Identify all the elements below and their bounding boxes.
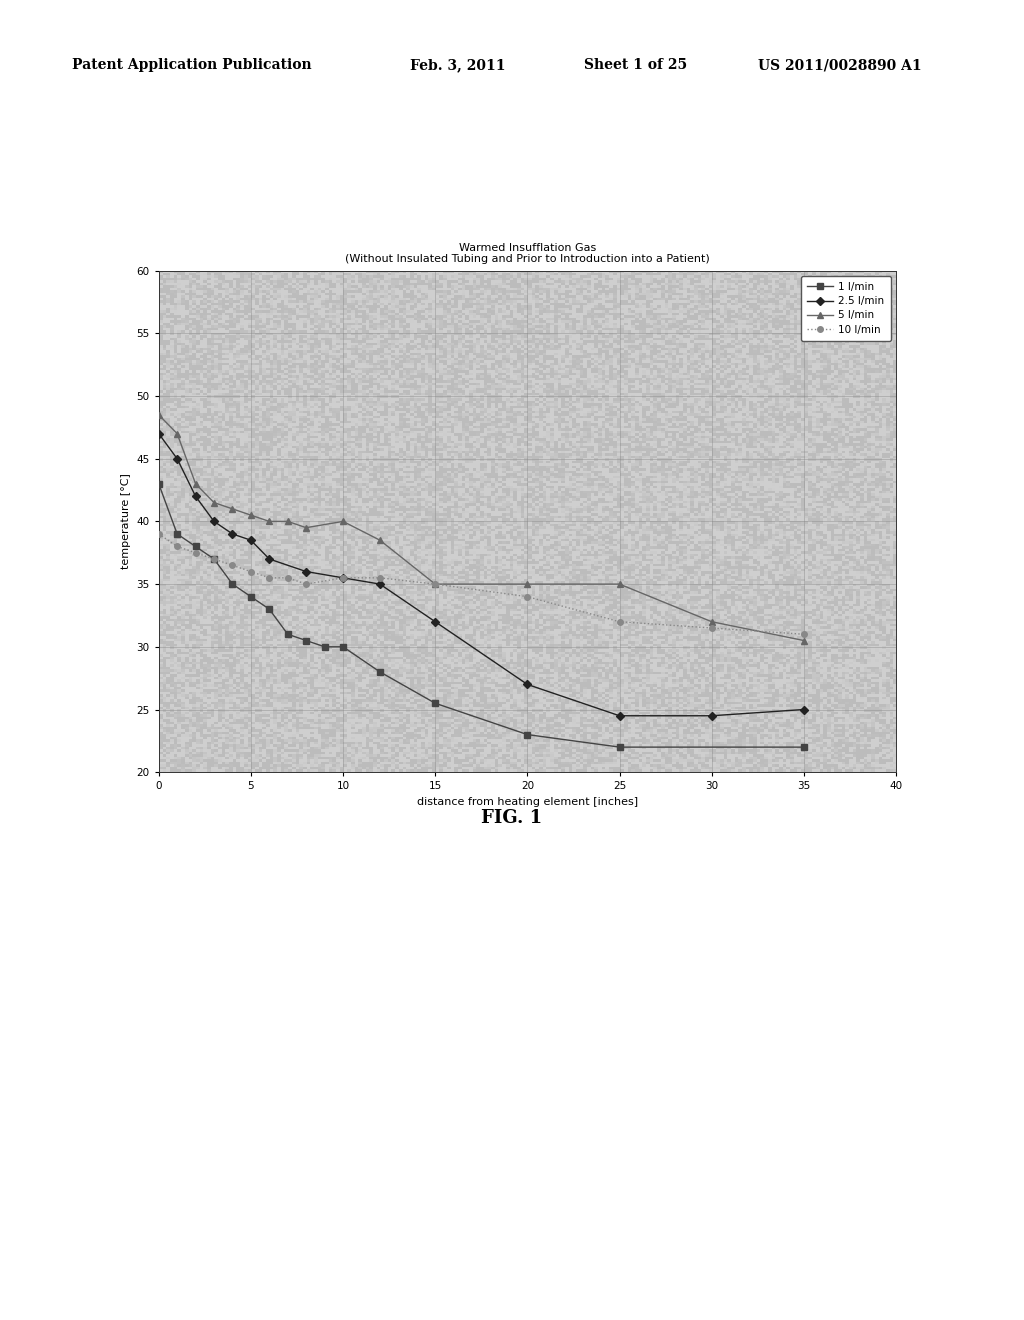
2.5 l/min <box>374 576 386 591</box>
1 l/min <box>429 696 441 711</box>
5 l/min <box>429 576 441 591</box>
Text: US 2011/0028890 A1: US 2011/0028890 A1 <box>758 58 922 73</box>
10 l/min <box>706 620 718 636</box>
Text: Patent Application Publication: Patent Application Publication <box>72 58 311 73</box>
2.5 l/min <box>429 614 441 630</box>
1 l/min <box>337 639 349 655</box>
2.5 l/min <box>613 708 626 723</box>
10 l/min <box>429 576 441 591</box>
2.5 l/min <box>208 513 220 529</box>
Line: 2.5 l/min: 2.5 l/min <box>156 430 807 718</box>
1 l/min <box>521 726 534 742</box>
Y-axis label: temperature [°C]: temperature [°C] <box>121 474 131 569</box>
10 l/min <box>208 552 220 568</box>
X-axis label: distance from heating element [inches]: distance from heating element [inches] <box>417 797 638 807</box>
5 l/min <box>798 632 810 648</box>
10 l/min <box>613 614 626 630</box>
2.5 l/min <box>171 451 183 467</box>
10 l/min <box>189 545 202 561</box>
Line: 1 l/min: 1 l/min <box>156 480 807 750</box>
1 l/min <box>171 527 183 543</box>
10 l/min <box>226 557 239 573</box>
2.5 l/min <box>226 527 239 543</box>
2.5 l/min <box>189 488 202 504</box>
2.5 l/min <box>706 708 718 723</box>
1 l/min <box>153 477 165 492</box>
5 l/min <box>337 513 349 529</box>
1 l/min <box>374 664 386 680</box>
1 l/min <box>282 627 294 643</box>
2.5 l/min <box>263 552 275 568</box>
10 l/min <box>798 627 810 643</box>
1 l/min <box>798 739 810 755</box>
5 l/min <box>263 513 275 529</box>
1 l/min <box>189 539 202 554</box>
Line: 10 l/min: 10 l/min <box>156 531 807 638</box>
5 l/min <box>208 495 220 511</box>
2.5 l/min <box>798 702 810 718</box>
Line: 5 l/min: 5 l/min <box>156 412 807 643</box>
1 l/min <box>208 552 220 568</box>
Text: Sheet 1 of 25: Sheet 1 of 25 <box>584 58 687 73</box>
1 l/min <box>300 632 312 648</box>
Text: Feb. 3, 2011: Feb. 3, 2011 <box>410 58 505 73</box>
10 l/min <box>521 589 534 605</box>
5 l/min <box>189 477 202 492</box>
10 l/min <box>171 539 183 554</box>
10 l/min <box>153 527 165 543</box>
5 l/min <box>300 520 312 536</box>
5 l/min <box>282 513 294 529</box>
10 l/min <box>337 570 349 586</box>
2.5 l/min <box>521 677 534 693</box>
5 l/min <box>226 502 239 517</box>
2.5 l/min <box>153 425 165 441</box>
5 l/min <box>153 407 165 422</box>
5 l/min <box>706 614 718 630</box>
Text: FIG. 1: FIG. 1 <box>481 809 543 828</box>
1 l/min <box>263 602 275 618</box>
10 l/min <box>282 570 294 586</box>
1 l/min <box>613 739 626 755</box>
2.5 l/min <box>337 570 349 586</box>
10 l/min <box>300 576 312 591</box>
5 l/min <box>374 532 386 548</box>
5 l/min <box>521 576 534 591</box>
2.5 l/min <box>300 564 312 579</box>
5 l/min <box>613 576 626 591</box>
1 l/min <box>226 576 239 591</box>
5 l/min <box>171 425 183 441</box>
Legend: 1 l/min, 2.5 l/min, 5 l/min, 10 l/min: 1 l/min, 2.5 l/min, 5 l/min, 10 l/min <box>801 276 891 341</box>
10 l/min <box>374 570 386 586</box>
1 l/min <box>245 589 257 605</box>
5 l/min <box>245 507 257 523</box>
10 l/min <box>263 570 275 586</box>
2.5 l/min <box>245 532 257 548</box>
1 l/min <box>318 639 331 655</box>
10 l/min <box>245 564 257 579</box>
Title: Warmed Insufflation Gas
(Without Insulated Tubing and Prior to Introduction into: Warmed Insufflation Gas (Without Insulat… <box>345 243 710 264</box>
